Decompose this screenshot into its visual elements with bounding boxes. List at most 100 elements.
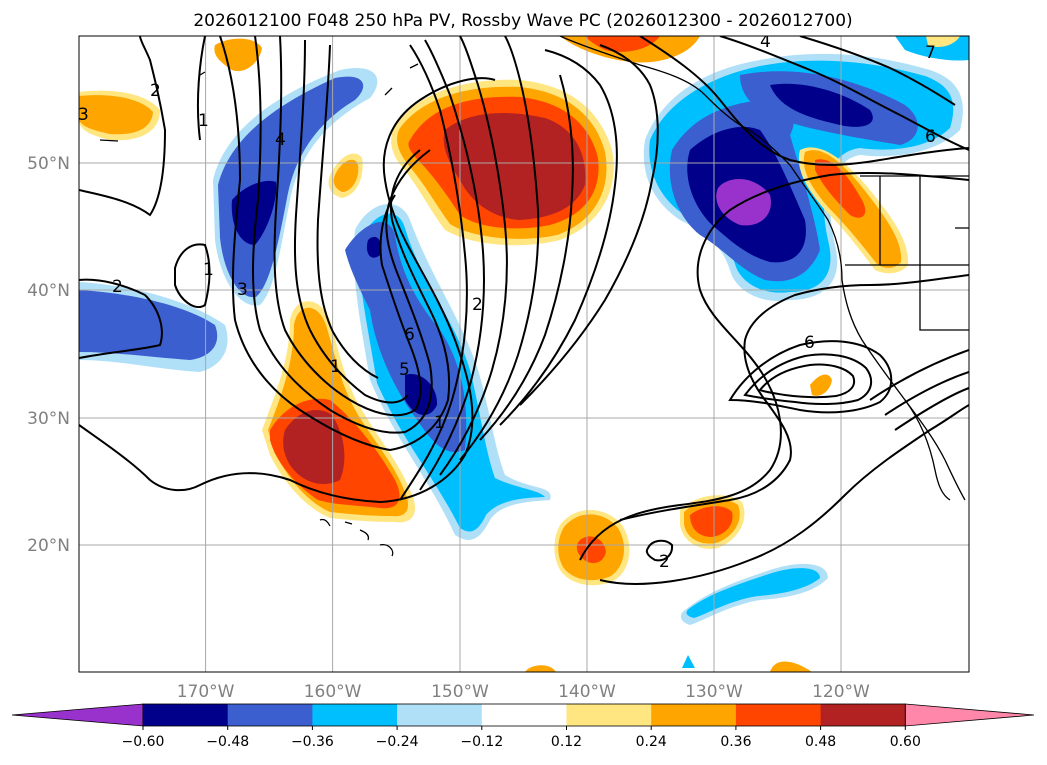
alaska-coast bbox=[559, 36, 706, 96]
contour-ne-1 bbox=[579, 171, 969, 561]
graticule bbox=[79, 36, 969, 672]
pos-anomaly-w-orange-core bbox=[79, 95, 153, 135]
map-frame bbox=[78, 35, 970, 673]
contour-label: 6 bbox=[925, 127, 936, 147]
pos-anomaly-sub-red bbox=[576, 536, 606, 564]
map-area: 2 1 3 4 1 3 2 1 6 5 1 2 6 2 4 6 7 bbox=[78, 32, 969, 672]
pos-anomaly-bottom-1 bbox=[525, 665, 556, 672]
contour-label: 4 bbox=[275, 130, 286, 150]
lat-label-20n: 20°N bbox=[27, 536, 70, 556]
contour-label: 1 bbox=[330, 357, 341, 377]
lon-label-130w: 130°W bbox=[685, 682, 743, 702]
contour-ridge-5 bbox=[479, 74, 574, 441]
colorbar-tick-label: 0.48 bbox=[805, 734, 836, 750]
lon-label-160w: 160°W bbox=[304, 682, 362, 702]
contour-label: 3 bbox=[78, 105, 89, 125]
contour-ridge-6 bbox=[499, 49, 618, 426]
colorbar-tick-label: −0.12 bbox=[460, 734, 503, 750]
contour-label: 3 bbox=[237, 280, 248, 300]
pos-anomaly-coastal-red bbox=[815, 159, 866, 218]
contour-1-blob bbox=[174, 243, 211, 308]
map-title: 2026012100 F048 250 hPa PV, Rossby Wave … bbox=[193, 11, 852, 31]
colorbar-tick-label: −0.36 bbox=[291, 734, 334, 750]
latitude-labels: 50°N 40°N 30°N 20°N bbox=[27, 154, 70, 556]
coastlines bbox=[99, 36, 969, 557]
contour-ridge-3 bbox=[439, 36, 508, 476]
contour-label: 4 bbox=[760, 32, 771, 52]
contour-1a bbox=[79, 36, 167, 217]
contour-ne-3 bbox=[619, 274, 969, 521]
pos-anomaly-n-orange bbox=[214, 38, 262, 72]
colorbar-segment bbox=[566, 704, 652, 726]
pos-anomaly-top-center-red bbox=[585, 36, 660, 52]
contour-nw-ridge bbox=[639, 36, 969, 166]
lon-label-140w: 140°W bbox=[558, 682, 616, 702]
contour-trough-6 bbox=[316, 44, 379, 379]
contour-ne-upper2 bbox=[799, 36, 956, 106]
colorbar-tick-label: −0.60 bbox=[122, 734, 165, 750]
neg-anomaly-south bbox=[686, 568, 820, 618]
contour-small-2 bbox=[645, 539, 674, 562]
colorbar: −0.60 −0.48 −0.36 −0.24 −0.12 0.12 0.24 0.36 0.4… bbox=[11, 703, 1035, 750]
contour-ne-5 bbox=[743, 353, 873, 406]
colorbar-outline bbox=[142, 703, 906, 727]
colorbar-segment bbox=[227, 704, 313, 726]
small-islands bbox=[99, 63, 419, 142]
lat-label-40n: 40°N bbox=[27, 281, 70, 301]
contour-trough-3 bbox=[252, 36, 433, 434]
neg-anomaly-central-core2 bbox=[366, 236, 382, 258]
contour-2-west bbox=[79, 278, 163, 359]
north-american-coast bbox=[704, 94, 966, 501]
contour-label: 2 bbox=[659, 552, 670, 572]
colorbar-segment bbox=[820, 704, 906, 726]
contour-ridge-7 bbox=[519, 44, 659, 406]
contour-ne-6 bbox=[758, 363, 855, 399]
contour-ridge-2 bbox=[419, 39, 485, 491]
contour-label: 1 bbox=[434, 413, 445, 433]
colorbar-segment bbox=[651, 704, 737, 726]
contour-label: 2 bbox=[112, 277, 123, 297]
colorbar-extend-max bbox=[904, 703, 1035, 727]
colorbar-tick-label: 0.24 bbox=[636, 734, 667, 750]
colorbar-segment bbox=[143, 704, 229, 726]
colorbar-segment bbox=[312, 704, 398, 726]
contour-trough-2 bbox=[219, 36, 451, 452]
state-lines bbox=[879, 176, 969, 331]
colorbar-tick-label: 0.12 bbox=[551, 734, 582, 750]
contour-ne-2 bbox=[599, 404, 969, 585]
contour-1b bbox=[196, 36, 206, 141]
colorbar-tick-label: 0.36 bbox=[720, 734, 751, 750]
colorbar-tick-label: −0.48 bbox=[206, 734, 249, 750]
pos-anomaly-upper-right-yellow bbox=[926, 36, 960, 47]
pos-anomaly-bottom-2 bbox=[770, 661, 812, 672]
pos-anomaly-big-core bbox=[443, 113, 586, 220]
neg-anomaly-west-core bbox=[79, 290, 218, 360]
contour-ridge-4 bbox=[459, 36, 540, 461]
colorbar-tick-label: 0.60 bbox=[890, 734, 921, 750]
contour-label: 2 bbox=[150, 81, 161, 101]
lon-label-170w: 170°W bbox=[177, 682, 235, 702]
colorbar-segment bbox=[397, 704, 483, 726]
hawaii-islands bbox=[319, 518, 394, 557]
neg-anomaly-central-blue bbox=[345, 222, 467, 452]
colorbar-tick-label: −0.24 bbox=[376, 734, 419, 750]
colorbar-extend-min bbox=[11, 703, 144, 727]
colorbar-segment bbox=[735, 704, 822, 726]
longitude-labels: 170°W 160°W 150°W 140°W 130°W 120°W bbox=[177, 682, 870, 702]
pv-contours bbox=[79, 36, 969, 585]
baja-peninsula bbox=[904, 399, 951, 501]
lon-label-150w: 150°W bbox=[431, 682, 489, 702]
neg-anomaly-tiny bbox=[682, 655, 695, 668]
contour-labels: 2 1 3 4 1 3 2 1 6 5 1 2 6 2 4 6 7 bbox=[78, 32, 936, 572]
contour-label: 1 bbox=[198, 111, 209, 131]
lat-label-30n: 30°N bbox=[27, 409, 70, 429]
contour-trough-5 bbox=[293, 39, 409, 404]
contour-label: 6 bbox=[404, 325, 415, 345]
contour-label: 2 bbox=[472, 295, 483, 315]
pos-anomaly-east-red bbox=[690, 506, 733, 537]
contour-ne-upper bbox=[719, 36, 969, 151]
contour-east-curves bbox=[869, 349, 969, 431]
contour-label: 5 bbox=[399, 360, 410, 380]
contour-label: 1 bbox=[203, 260, 214, 280]
contour-label: 6 bbox=[804, 333, 815, 353]
